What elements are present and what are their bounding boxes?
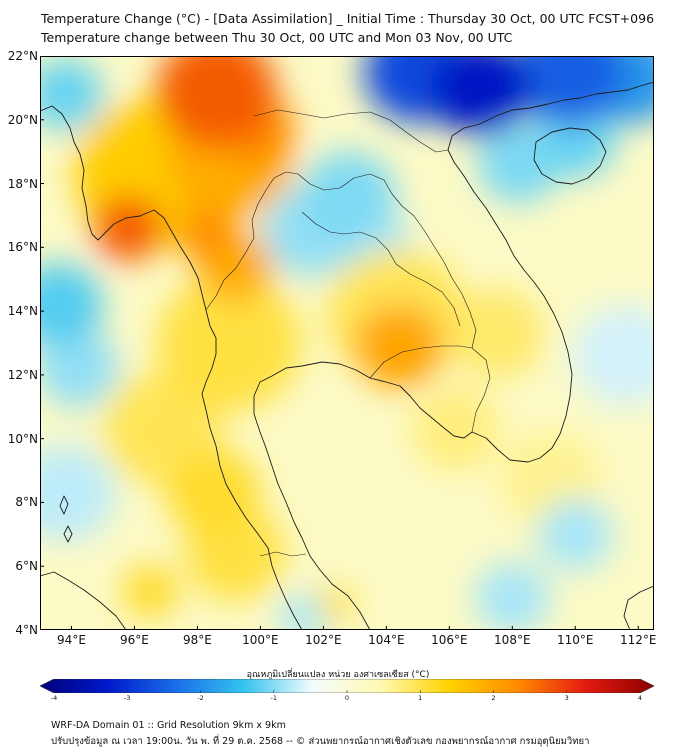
field-anomaly-4: [449, 288, 544, 379]
lon-tick-label: 102°E: [305, 633, 342, 647]
lon-tick-label: 106°E: [431, 633, 468, 647]
lon-tick-label: 110°E: [557, 633, 594, 647]
coastline-andaman: [59, 495, 69, 515]
lat-tick-label: 18°N: [7, 176, 38, 191]
colorbar-tick-label: 0: [344, 694, 350, 702]
footer-line-1: WRF-DA Domain 01 :: Grid Resolution 9km …: [51, 720, 286, 731]
coastline-hainan: [533, 127, 607, 185]
border-cambodia: [369, 345, 491, 433]
temperature-change-map: [40, 56, 654, 630]
field-anomaly-34: [430, 56, 532, 136]
field-anomaly-27: [354, 304, 444, 389]
field-anomaly-1: [572, 304, 654, 407]
colorbar-tick-label: -4: [50, 694, 58, 702]
lat-tick-label: 4°N: [15, 623, 38, 637]
field-anomaly-21: [40, 58, 103, 131]
chart-title-line-2: Temperature change between Thu 30 Oct, 0…: [41, 30, 513, 45]
lat-tick-label: 12°N: [7, 367, 38, 382]
field-anomaly-29: [178, 207, 236, 262]
border-malaysia: [259, 551, 307, 557]
border-thai-laos: [301, 211, 461, 327]
lon-tick-label: 104°E: [368, 633, 405, 647]
coastline-nicobar: [63, 525, 73, 543]
border-china: [253, 109, 449, 153]
border-thai-myanmar: [205, 171, 299, 311]
colorbar-tick-label: -2: [197, 694, 204, 702]
lat-tick-label: 6°N: [15, 559, 38, 574]
field-anomaly-32: [93, 195, 163, 262]
colorbar-tick-label: 3: [564, 694, 569, 702]
colorbar-title: อุณหภูมิเปลี่ยนแปลง หน่วย องศาเซลเซียส (…: [246, 670, 430, 680]
lon-tick-label: 96°E: [120, 633, 149, 647]
lon-tick-label: 100°E: [242, 633, 279, 647]
lat-tick-label: 14°N: [7, 304, 38, 319]
field-anomaly-12: [40, 329, 119, 408]
map-canvas: [40, 56, 654, 630]
field-anomaly-31: [156, 56, 277, 148]
chart-title-line-1: Temperature Change (°C) - [Data Assimila…: [41, 11, 655, 26]
lon-tick-label: 98°E: [182, 633, 212, 647]
coastline-gulf: [253, 361, 473, 630]
field-anomaly-8: [279, 593, 330, 630]
coastline-sumatra: [40, 571, 127, 630]
lat-tick-label: 10°N: [7, 431, 38, 446]
colorbar-gradient: [40, 679, 654, 693]
lon-tick-label: 94°E: [57, 633, 86, 647]
coastline-vietnam: [447, 81, 654, 463]
axis-ticks: [40, 56, 639, 630]
lat-tick-label: 8°N: [15, 495, 38, 510]
colorbar-tick-label: -1: [270, 694, 277, 702]
colorbar-tick-label: 4: [637, 694, 643, 702]
coastline-borneo: [623, 585, 654, 630]
field-anomaly-6: [537, 498, 614, 571]
coastline-west: [40, 105, 303, 630]
field-anomaly-15: [317, 586, 355, 623]
field-anomaly-18: [165, 448, 261, 538]
field-anomaly-13: [156, 274, 302, 412]
field-anomaly-3: [40, 445, 116, 541]
lat-tick-label: 22°N: [7, 49, 38, 63]
lon-tick-label: 108°E: [494, 633, 531, 647]
temperature-field: [40, 56, 654, 630]
field-anomaly-19: [121, 564, 179, 619]
field-anomaly-30: [512, 56, 626, 126]
lon-tick-label: 112°E: [620, 633, 657, 647]
border-laos: [297, 173, 477, 349]
field-anomaly-17: [301, 151, 396, 242]
country-borders: [205, 109, 491, 557]
colorbar-tick-label: -3: [124, 694, 131, 702]
field-anomaly-7: [474, 562, 551, 630]
field-anomaly-22: [40, 262, 103, 347]
colorbar: [40, 679, 654, 693]
map-frame: [40, 56, 654, 630]
colorbar-tick-label: 2: [491, 694, 496, 702]
lat-tick-label: 16°N: [7, 240, 38, 255]
coastlines: [40, 81, 654, 630]
colorbar-ticks: [53, 690, 641, 693]
field-anomaly-2: [411, 387, 500, 471]
colorbar-tick-label: 1: [418, 694, 423, 702]
footer-line-2: ปรับปรุงข้อมูล ณ เวลา 19:00น. วัน พ. ที่…: [51, 736, 590, 747]
lat-tick-label: 20°N: [7, 112, 38, 127]
